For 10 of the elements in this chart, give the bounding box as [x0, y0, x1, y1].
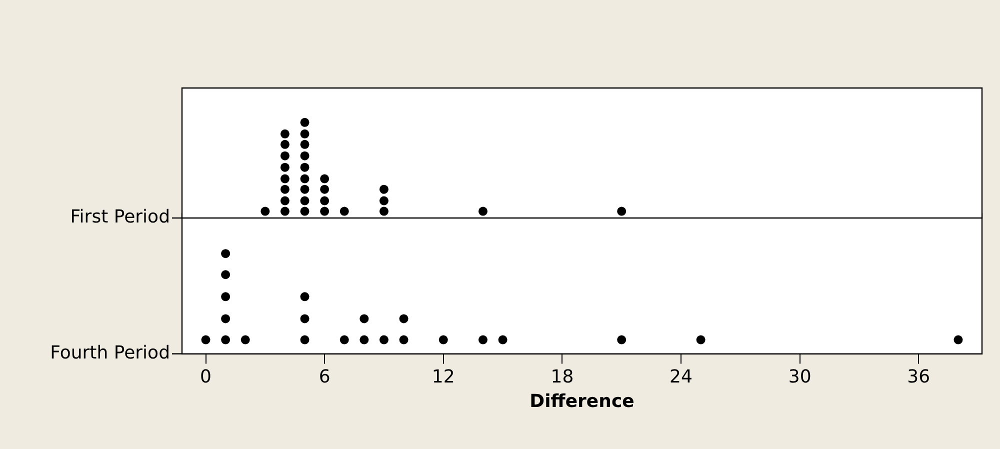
- x-axis-title: Difference: [530, 390, 634, 412]
- y-axis-title: Fourth Period: [50, 342, 170, 364]
- x-tick-label: 6: [318, 366, 330, 388]
- x-tick-label: 0: [200, 366, 212, 388]
- x-tick-label: 30: [788, 366, 812, 388]
- x-tick-label: 18: [550, 366, 574, 388]
- x-tick-label: 36: [907, 366, 930, 388]
- x-tick-label: 12: [432, 366, 455, 388]
- y-axis-title: First Period: [70, 206, 170, 228]
- x-tick-label: 24: [670, 366, 692, 388]
